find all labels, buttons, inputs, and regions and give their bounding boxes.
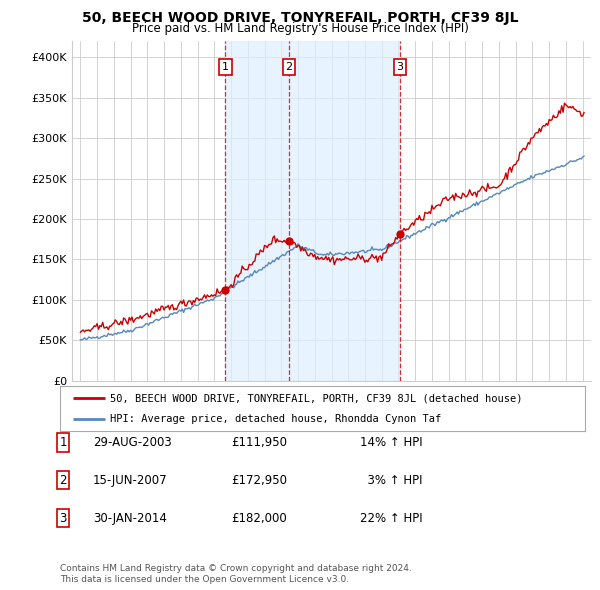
Text: Contains HM Land Registry data © Crown copyright and database right 2024.: Contains HM Land Registry data © Crown c… — [60, 565, 412, 573]
Text: 2: 2 — [59, 474, 67, 487]
Text: 15-JUN-2007: 15-JUN-2007 — [93, 474, 167, 487]
Text: £172,950: £172,950 — [231, 474, 287, 487]
Text: This data is licensed under the Open Government Licence v3.0.: This data is licensed under the Open Gov… — [60, 575, 349, 584]
Text: 3: 3 — [59, 512, 67, 525]
Text: 3: 3 — [397, 62, 403, 72]
Text: £111,950: £111,950 — [231, 436, 287, 449]
Text: £182,000: £182,000 — [231, 512, 287, 525]
Text: Price paid vs. HM Land Registry's House Price Index (HPI): Price paid vs. HM Land Registry's House … — [131, 22, 469, 35]
Text: 3% ↑ HPI: 3% ↑ HPI — [360, 474, 422, 487]
Text: HPI: Average price, detached house, Rhondda Cynon Taf: HPI: Average price, detached house, Rhon… — [110, 414, 441, 424]
Text: 30-JAN-2014: 30-JAN-2014 — [93, 512, 167, 525]
Text: 22% ↑ HPI: 22% ↑ HPI — [360, 512, 422, 525]
Text: 29-AUG-2003: 29-AUG-2003 — [93, 436, 172, 449]
Text: 50, BEECH WOOD DRIVE, TONYREFAIL, PORTH, CF39 8JL: 50, BEECH WOOD DRIVE, TONYREFAIL, PORTH,… — [82, 11, 518, 25]
Bar — [226, 41, 400, 381]
Text: 14% ↑ HPI: 14% ↑ HPI — [360, 436, 422, 449]
Text: 1: 1 — [222, 62, 229, 72]
Text: 2: 2 — [286, 62, 293, 72]
Text: 1: 1 — [59, 436, 67, 449]
Text: 50, BEECH WOOD DRIVE, TONYREFAIL, PORTH, CF39 8JL (detached house): 50, BEECH WOOD DRIVE, TONYREFAIL, PORTH,… — [110, 394, 523, 404]
